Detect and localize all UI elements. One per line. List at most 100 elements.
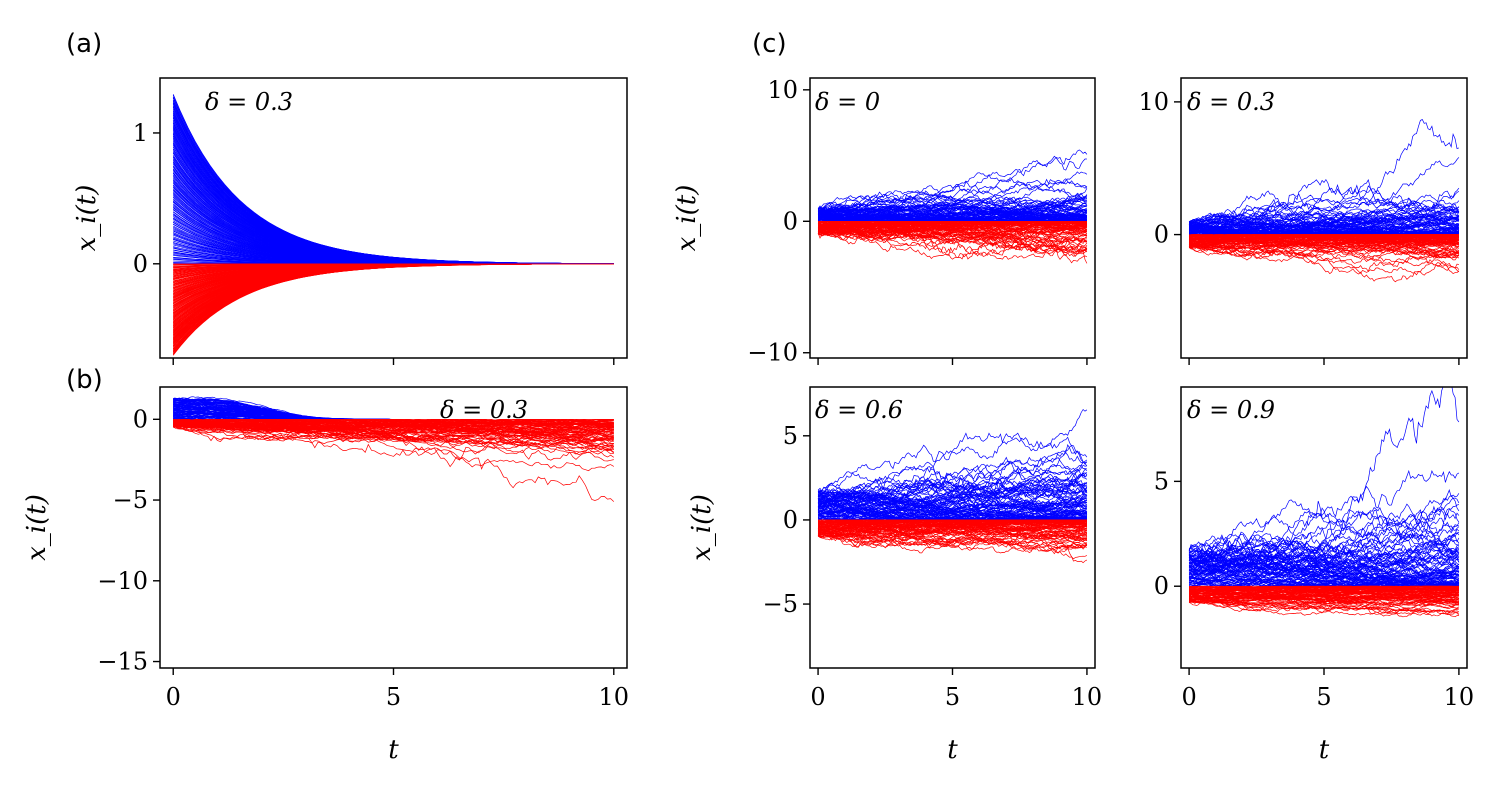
y-tick-label: 10	[767, 76, 798, 104]
trajectory-line	[818, 483, 1087, 521]
trajectory-line	[818, 478, 1088, 496]
trajectory-line	[1189, 198, 1459, 224]
y-axis-label: x_i(t)	[22, 494, 52, 561]
trajectory-line	[1188, 522, 1460, 568]
series-c3-positive	[817, 408, 1088, 521]
trajectory-line	[1189, 585, 1459, 590]
trajectory-line	[817, 502, 1088, 519]
trajectory-line	[173, 419, 614, 462]
trajectory-line	[818, 521, 1087, 551]
trajectory-line	[173, 418, 614, 428]
trajectory-line	[817, 469, 1088, 503]
charts-layer: 0 1 δ = 0.3 x_i(t) 0 5 10 0 −5 −10 −15 δ = 0.3 t x_i(…	[22, 76, 1474, 765]
trajectory-line	[817, 461, 1088, 504]
series-a-positive	[172, 94, 614, 265]
y-axis-label: x_i(t)	[672, 185, 702, 252]
panel-b: 0 5 10 0 −5 −10 −15 δ = 0.3 t x_i(t)	[22, 386, 629, 765]
y-tick-label: 0	[783, 207, 798, 235]
trajectory-line	[1189, 234, 1459, 247]
trajectory-line	[1188, 597, 1459, 607]
trajectory-line	[817, 531, 1087, 550]
series-a-negative	[172, 263, 614, 356]
y-axis-label: x_i(t)	[687, 494, 717, 561]
x-tick-label: 10	[1444, 683, 1475, 711]
trajectory-line	[818, 155, 1087, 213]
x-tick-label: 5	[386, 683, 401, 711]
x-tick-label: 5	[1316, 683, 1331, 711]
annotation-b: δ = 0.3	[440, 396, 528, 424]
x-axis-label: t	[947, 735, 958, 765]
y-tick-label: 0	[1154, 221, 1169, 249]
y-tick-label: 0	[783, 506, 798, 534]
annotation-c4: δ = 0.9	[1187, 396, 1275, 424]
trajectory-line	[818, 220, 1087, 230]
x-axis-label: t	[1319, 735, 1330, 765]
trajectory-line	[818, 220, 1088, 227]
trajectory-line	[817, 408, 1088, 497]
series-b-positive	[173, 396, 394, 420]
annotation-a: δ = 0.3	[205, 88, 293, 116]
trajectory-line	[1188, 540, 1460, 570]
series-group-c4	[1188, 387, 1460, 618]
y-tick-label: −15	[97, 648, 148, 676]
trajectory-line	[1188, 553, 1459, 587]
trajectory-line	[1189, 119, 1460, 227]
trajectory-line	[818, 191, 1088, 213]
panel-label-b: (b)	[66, 365, 103, 395]
trajectory-line	[818, 221, 1088, 237]
series-c4-positive	[1188, 387, 1460, 587]
trajectory-line	[818, 492, 1087, 521]
trajectory-line	[173, 419, 614, 441]
series-c3-negative	[817, 519, 1088, 564]
trajectory-line	[1189, 593, 1460, 618]
trajectory-line	[818, 209, 1088, 222]
panel-label-a: (a)	[66, 29, 102, 59]
trajectory-line	[173, 420, 614, 434]
trajectory-line	[1189, 596, 1459, 618]
trajectory-line	[1189, 237, 1459, 258]
trajectory-line	[1189, 243, 1460, 259]
y-tick-label: 10	[1138, 88, 1169, 116]
trajectory-line	[817, 198, 1088, 222]
trajectory-line	[817, 497, 1088, 516]
panel-c4: 0 5 10 5 0 δ = 0.9 t	[1154, 386, 1475, 765]
trajectory-line	[173, 397, 394, 420]
trajectory-line	[1188, 549, 1460, 586]
trajectory-line	[1188, 534, 1459, 578]
y-tick-label: 0	[1154, 572, 1169, 600]
trajectory-line	[1189, 599, 1460, 614]
panel-label-c: (c)	[752, 29, 787, 59]
trajectory-line	[817, 223, 1088, 260]
series-group-c3	[817, 408, 1088, 564]
y-tick-label: −10	[97, 567, 148, 595]
trajectory-line	[1189, 241, 1459, 283]
y-tick-label: 5	[783, 422, 798, 450]
trajectory-line	[1188, 533, 1460, 587]
panel-c2: 10 0 δ = 0.3	[1138, 77, 1468, 365]
trajectory-line	[817, 230, 1088, 260]
trajectory-line	[817, 534, 1088, 554]
trajectory-line	[1188, 194, 1460, 226]
trajectory-line	[173, 423, 614, 447]
trajectory-line	[817, 495, 1088, 521]
trajectory-line	[817, 461, 1087, 497]
y-tick-label: 5	[1154, 467, 1169, 495]
trajectory-line	[1188, 206, 1460, 227]
trajectory-line	[817, 220, 1087, 229]
trajectory-line	[1188, 516, 1460, 566]
trajectory-line	[818, 220, 1087, 225]
y-tick-label: −5	[113, 486, 148, 514]
trajectory-line	[173, 419, 614, 436]
trajectory-line	[1189, 243, 1460, 262]
annotation-c2: δ = 0.3	[1187, 88, 1275, 116]
x-tick-label: 0	[1181, 683, 1196, 711]
trajectory-line	[1189, 206, 1460, 226]
trajectory-line	[818, 477, 1088, 512]
series-c2-positive	[1188, 119, 1460, 236]
trajectory-line	[817, 493, 1087, 514]
x-tick-label: 0	[166, 683, 181, 711]
trajectory-line	[818, 196, 1088, 218]
y-axis-label: x_i(t)	[72, 185, 102, 252]
trajectory-line	[1188, 504, 1460, 570]
